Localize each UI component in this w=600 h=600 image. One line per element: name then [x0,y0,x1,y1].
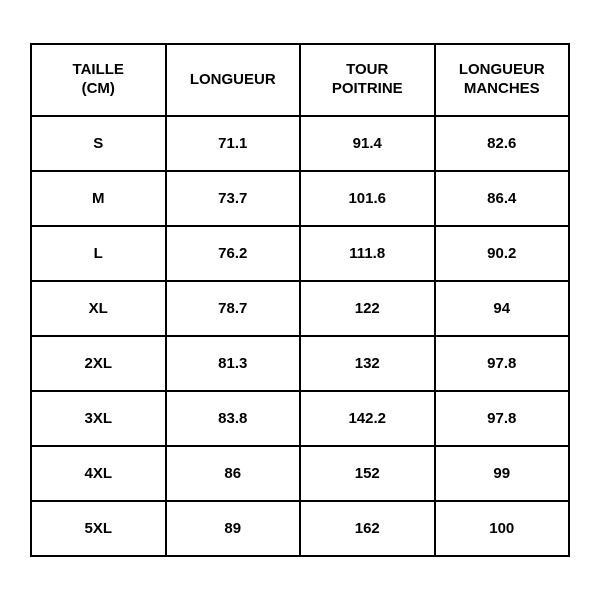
col-header-label: TAILLE [32,61,165,80]
table-row: XL 78.7 122 94 [31,281,569,336]
col-header-label: LONGUEUR [436,61,569,80]
cell-sleeve: 97.8 [435,336,570,391]
cell-length: 76.2 [166,226,301,281]
cell-length: 83.8 [166,391,301,446]
cell-size: M [31,171,166,226]
col-header-label: POITRINE [301,80,434,99]
cell-chest: 122 [300,281,435,336]
cell-length: 89 [166,501,301,556]
cell-length: 73.7 [166,171,301,226]
cell-chest: 162 [300,501,435,556]
col-header-label: (CM) [32,80,165,99]
cell-length: 86 [166,446,301,501]
table-row: M 73.7 101.6 86.4 [31,171,569,226]
cell-size: 5XL [31,501,166,556]
cell-sleeve: 97.8 [435,391,570,446]
size-table: TAILLE (CM) LONGUEUR TOUR POITRINE LONGU… [30,43,570,557]
col-header-longueur-manches: LONGUEUR MANCHES [435,44,570,116]
cell-size: 4XL [31,446,166,501]
cell-chest: 152 [300,446,435,501]
col-header-tour-poitrine: TOUR POITRINE [300,44,435,116]
col-header-label: TOUR [301,61,434,80]
col-header-taille: TAILLE (CM) [31,44,166,116]
cell-sleeve: 94 [435,281,570,336]
cell-sleeve: 90.2 [435,226,570,281]
table-row: 3XL 83.8 142.2 97.8 [31,391,569,446]
table-row: S 71.1 91.4 82.6 [31,116,569,171]
cell-sleeve: 100 [435,501,570,556]
cell-length: 81.3 [166,336,301,391]
cell-length: 71.1 [166,116,301,171]
table-row: 2XL 81.3 132 97.8 [31,336,569,391]
cell-sleeve: 99 [435,446,570,501]
cell-chest: 111.8 [300,226,435,281]
cell-sleeve: 82.6 [435,116,570,171]
table-header-row: TAILLE (CM) LONGUEUR TOUR POITRINE LONGU… [31,44,569,116]
col-header-longueur: LONGUEUR [166,44,301,116]
table-row: L 76.2 111.8 90.2 [31,226,569,281]
col-header-label: MANCHES [436,80,569,99]
cell-chest: 101.6 [300,171,435,226]
cell-length: 78.7 [166,281,301,336]
cell-size: L [31,226,166,281]
table-row: 4XL 86 152 99 [31,446,569,501]
cell-chest: 91.4 [300,116,435,171]
cell-size: S [31,116,166,171]
cell-size: 3XL [31,391,166,446]
cell-chest: 132 [300,336,435,391]
cell-size: XL [31,281,166,336]
table-body: S 71.1 91.4 82.6 M 73.7 101.6 86.4 L 76.… [31,116,569,556]
cell-chest: 142.2 [300,391,435,446]
size-table-container: TAILLE (CM) LONGUEUR TOUR POITRINE LONGU… [2,19,598,581]
table-row: 5XL 89 162 100 [31,501,569,556]
col-header-label: LONGUEUR [167,71,300,90]
cell-sleeve: 86.4 [435,171,570,226]
cell-size: 2XL [31,336,166,391]
